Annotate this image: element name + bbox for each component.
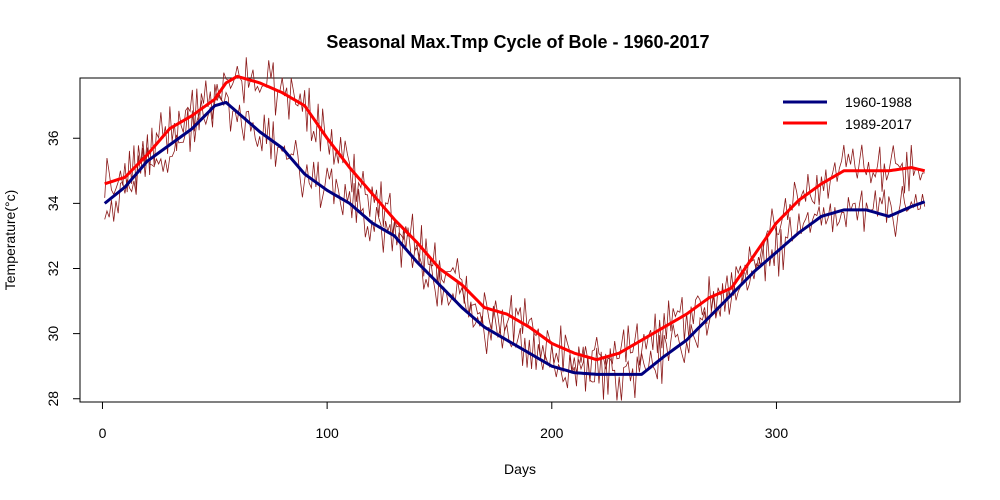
daily-trace-1989-2017 xyxy=(104,57,925,382)
daily-trace-1960-1988 xyxy=(104,84,926,401)
y-tick-label: 30 xyxy=(45,326,61,342)
x-tick-label: 0 xyxy=(99,425,107,441)
series-line-1989-2017 xyxy=(104,74,926,362)
x-axis: 0 100 200 300 xyxy=(99,401,789,441)
x-tick-label: 100 xyxy=(315,425,339,441)
legend-label-1960-1988: 1960-1988 xyxy=(845,94,912,110)
y-axis: 28 30 32 34 36 xyxy=(45,130,81,407)
plot-frame xyxy=(79,77,961,403)
series-line-1960-1988 xyxy=(103,100,926,376)
y-tick-label: 32 xyxy=(45,261,61,277)
legend: 1960-1988 1989-2017 xyxy=(783,94,912,132)
y-tick-label: 36 xyxy=(45,130,61,146)
legend-label-1989-2017: 1989-2017 xyxy=(845,116,912,132)
x-axis-label: Days xyxy=(504,461,536,477)
y-tick-label: 34 xyxy=(45,195,61,211)
chart-title: Seasonal Max.Tmp Cycle of Bole - 1960-20… xyxy=(326,32,709,52)
y-axis-label: Temperature(°c) xyxy=(2,190,18,291)
x-tick-label: 200 xyxy=(540,425,564,441)
y-tick-label: 28 xyxy=(45,391,61,407)
series-lines xyxy=(103,74,926,376)
x-tick-label: 300 xyxy=(765,425,789,441)
